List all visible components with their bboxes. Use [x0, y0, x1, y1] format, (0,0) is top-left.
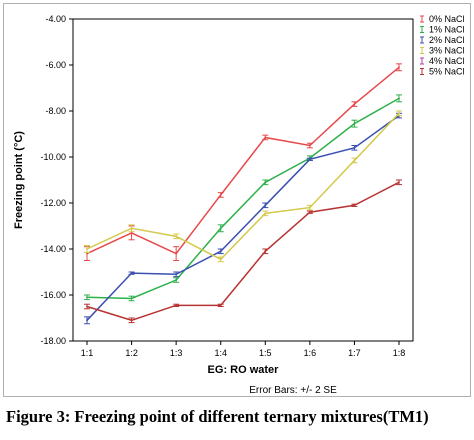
- x-tick-label: 1:3: [170, 348, 183, 358]
- y-axis-title: Freezing point (°C): [13, 131, 25, 229]
- data-point: [175, 252, 178, 255]
- x-tick-label: 1:7: [348, 348, 361, 358]
- data-point: [219, 227, 222, 230]
- data-point: [86, 248, 88, 250]
- series-3: [84, 112, 402, 325]
- y-tick-label: -12.00: [40, 198, 66, 208]
- error-bar-note: Error Bars: +/- 2 SE: [249, 385, 337, 396]
- data-point: [175, 235, 178, 238]
- data-point: [308, 158, 311, 161]
- legend-item: 2% NaCl: [420, 35, 465, 45]
- figure-frame: -4.00 -6.00 -8.00 -10.00 -12.00 -14.00 -16.00 -…: [3, 3, 471, 397]
- series-4: [84, 110, 402, 263]
- data-point: [264, 136, 267, 139]
- data-point: [353, 204, 356, 207]
- data-point: [130, 232, 133, 234]
- data-point: [130, 272, 133, 275]
- x-tick-label: 1:1: [81, 348, 94, 358]
- legend-label: 0% NaCl: [429, 14, 465, 24]
- series-line: [86, 112, 400, 261]
- data-point: [86, 296, 88, 299]
- y-axis: -4.00 -6.00 -8.00 -10.00 -12.00 -14.00 -16.00 -…: [40, 14, 73, 346]
- data-point: [130, 227, 133, 230]
- data-point: [86, 305, 88, 308]
- data-point: [398, 112, 400, 115]
- series-6: [84, 179, 402, 324]
- series-line: [86, 114, 400, 321]
- data-point: [353, 122, 356, 125]
- series-2: [84, 94, 402, 302]
- series-line: [86, 66, 400, 255]
- data-point: [175, 304, 178, 307]
- line-chart: -4.00 -6.00 -8.00 -10.00 -12.00 -14.00 -16.00 -…: [13, 14, 465, 396]
- data-point: [353, 146, 356, 149]
- data-point: [353, 159, 356, 162]
- data-point: [219, 304, 222, 307]
- y-tick-label: -4.00: [45, 14, 66, 24]
- legend-item: 5% NaCl: [420, 67, 465, 77]
- legend-item: 4% NaCl: [420, 56, 465, 66]
- data-point: [308, 144, 311, 147]
- data-point: [86, 319, 88, 322]
- legend-label: 5% NaCl: [429, 67, 465, 77]
- legend-label: 1% NaCl: [429, 25, 465, 35]
- y-tick-label: -10.00: [40, 152, 66, 162]
- data-point: [308, 211, 311, 214]
- x-axis-title: EG: RO water: [208, 364, 280, 376]
- series-layer: [84, 63, 402, 325]
- data-point: [308, 206, 311, 209]
- y-tick-label: -18.00: [40, 336, 66, 346]
- data-point: [398, 181, 400, 184]
- x-tick-label: 1:4: [214, 348, 227, 358]
- x-tick-label: 1:2: [125, 348, 138, 358]
- data-point: [398, 97, 400, 100]
- y-tick-label: -8.00: [45, 106, 66, 116]
- legend-label: 2% NaCl: [429, 35, 465, 45]
- x-tick-label: 1:8: [393, 348, 406, 358]
- legend-item: 0% NaCl: [420, 14, 465, 24]
- series-line: [86, 97, 400, 300]
- legend-item: 3% NaCl: [420, 46, 465, 56]
- data-point: [398, 66, 400, 69]
- y-tick-label: -6.00: [45, 60, 66, 70]
- data-point: [130, 297, 133, 300]
- data-point: [264, 181, 267, 184]
- legend-item: 1% NaCl: [420, 25, 465, 35]
- data-point: [264, 212, 267, 215]
- data-point: [264, 250, 267, 253]
- x-tick-label: 1:5: [259, 348, 272, 358]
- data-point: [130, 319, 133, 322]
- data-point: [219, 194, 222, 196]
- plot-area: [72, 18, 414, 342]
- x-axis: 1:1 1:2 1:3 1:4 1:5 1:6 1:7 1:8: [81, 341, 406, 358]
- data-point: [86, 252, 88, 255]
- data-point: [353, 103, 356, 105]
- data-point: [175, 273, 178, 276]
- data-point: [264, 204, 267, 207]
- x-tick-label: 1:6: [304, 348, 317, 358]
- y-tick-label: -16.00: [40, 290, 66, 300]
- series-line: [86, 181, 400, 322]
- y-tick-label: -14.00: [40, 244, 66, 254]
- figure-caption: Figure 3: Freezing point of different te…: [6, 407, 429, 426]
- data-point: [219, 258, 222, 261]
- legend-label: 4% NaCl: [429, 56, 465, 66]
- data-point: [175, 279, 178, 281]
- legend-label: 3% NaCl: [429, 46, 465, 56]
- data-point: [219, 250, 222, 253]
